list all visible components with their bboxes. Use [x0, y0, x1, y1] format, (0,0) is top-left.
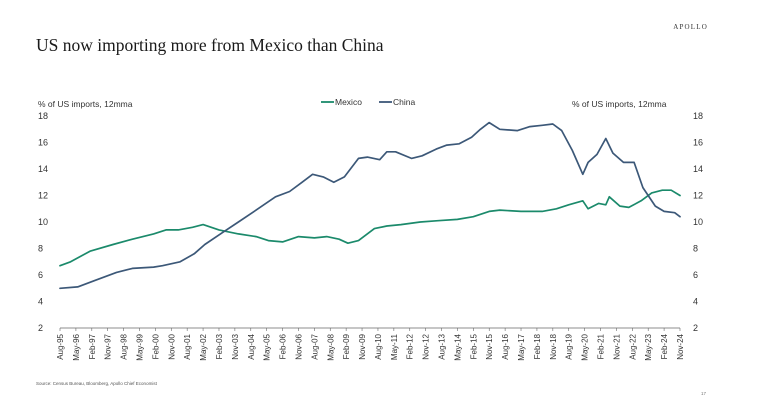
x-tick-label: Aug-22: [628, 333, 637, 359]
y-tick-label-left: 6: [38, 270, 43, 280]
y-tick-label-left: 18: [38, 111, 48, 121]
x-tick-label: May-02: [199, 333, 208, 360]
y-tick-label-left: 2: [38, 323, 43, 333]
x-tick-label: Feb-21: [597, 333, 606, 359]
x-tick-label: Feb-09: [342, 333, 351, 359]
x-axis: Aug-95 May-96 Feb-97 Nov-97 Aug-98 May-99 Feb-…: [56, 328, 685, 361]
x-tick-label: Feb-24: [660, 333, 669, 359]
y-axis-label-right: % of US imports, 12mma: [572, 99, 667, 109]
x-tick-label: May-23: [644, 333, 653, 360]
series-group: [59, 121, 681, 290]
x-tick-label: May-11: [390, 333, 399, 360]
x-tick-label: May-20: [581, 333, 590, 360]
y-tick-label-left: 14: [38, 164, 48, 174]
x-tick-label: Nov-15: [485, 333, 494, 359]
x-tick-label: Aug-19: [565, 333, 574, 359]
x-tick-label: May-05: [263, 333, 272, 360]
x-tick-label: Nov-03: [231, 333, 240, 359]
x-tick-label: Feb-06: [279, 333, 288, 359]
y-tick-label-left: 8: [38, 244, 43, 254]
x-tick-label: Nov-00: [167, 333, 176, 359]
series-line-china: [59, 121, 681, 290]
series-line-mexico: [59, 189, 681, 267]
y-tick-label-left: 10: [38, 217, 48, 227]
x-tick-label: Feb-15: [469, 333, 478, 359]
x-tick-label: Nov-06: [294, 333, 303, 359]
x-tick-label: Nov-09: [358, 333, 367, 359]
x-tick-label: Feb-18: [533, 333, 542, 359]
x-tick-label: May-99: [135, 333, 144, 360]
y-tick-label-left: 12: [38, 191, 48, 201]
brand-logo: APOLLO: [673, 23, 708, 31]
y-tick-label-right: 10: [693, 217, 703, 227]
x-tick-label: Nov-24: [676, 333, 685, 359]
x-tick-label: May-96: [72, 333, 81, 360]
legend-label-china: China: [393, 97, 415, 107]
x-tick-label: Aug-01: [183, 333, 192, 359]
y-tick-label-left: 16: [38, 138, 48, 148]
y-tick-label-right: 16: [693, 138, 703, 148]
x-tick-label: Aug-04: [247, 333, 256, 359]
y-axis-label-left: % of US imports, 12mma: [38, 99, 133, 109]
x-tick-label: Aug-98: [120, 333, 129, 359]
y-tick-label-right: 6: [693, 270, 698, 280]
x-tick-label: Aug-10: [374, 333, 383, 359]
page-number: 17: [700, 391, 706, 396]
x-tick-label: Nov-12: [422, 333, 431, 359]
y-tick-label-right: 4: [693, 297, 698, 307]
x-tick-label: Aug-13: [438, 333, 447, 359]
y-tick-label-right: 14: [693, 164, 703, 174]
y-axis-left: 18 16 14 12 10 8 6 4 2: [38, 111, 48, 333]
x-tick-label: Feb-97: [88, 333, 97, 359]
chart-legend: Mexico China: [321, 97, 415, 107]
x-tick-label: May-14: [453, 333, 462, 360]
y-tick-label-right: 2: [693, 323, 698, 333]
y-tick-label-right: 12: [693, 191, 703, 201]
page-title: US now importing more from Mexico than C…: [36, 35, 384, 55]
x-tick-label: Aug-07: [310, 333, 319, 359]
source-note: Source: Census Bureau, Bloomberg, Apollo…: [36, 381, 157, 386]
y-tick-label-left: 4: [38, 297, 43, 307]
y-tick-label-right: 8: [693, 244, 698, 254]
x-tick-label: Aug-95: [56, 333, 65, 359]
y-axis-right: 18 16 14 12 10 8 6 4 2: [693, 111, 703, 333]
x-tick-label: Feb-03: [215, 333, 224, 359]
x-tick-label: Nov-18: [549, 333, 558, 359]
x-tick-label: May-08: [326, 333, 335, 360]
x-tick-label: Nov-97: [104, 333, 113, 359]
x-tick-label: Feb-00: [151, 333, 160, 359]
x-tick-label: May-17: [517, 333, 526, 360]
x-tick-label: Nov-21: [612, 333, 621, 359]
x-tick-label: Feb-12: [406, 333, 415, 359]
y-tick-label-right: 18: [693, 111, 703, 121]
legend-label-mexico: Mexico: [335, 97, 362, 107]
x-tick-label: Aug-16: [501, 333, 510, 359]
